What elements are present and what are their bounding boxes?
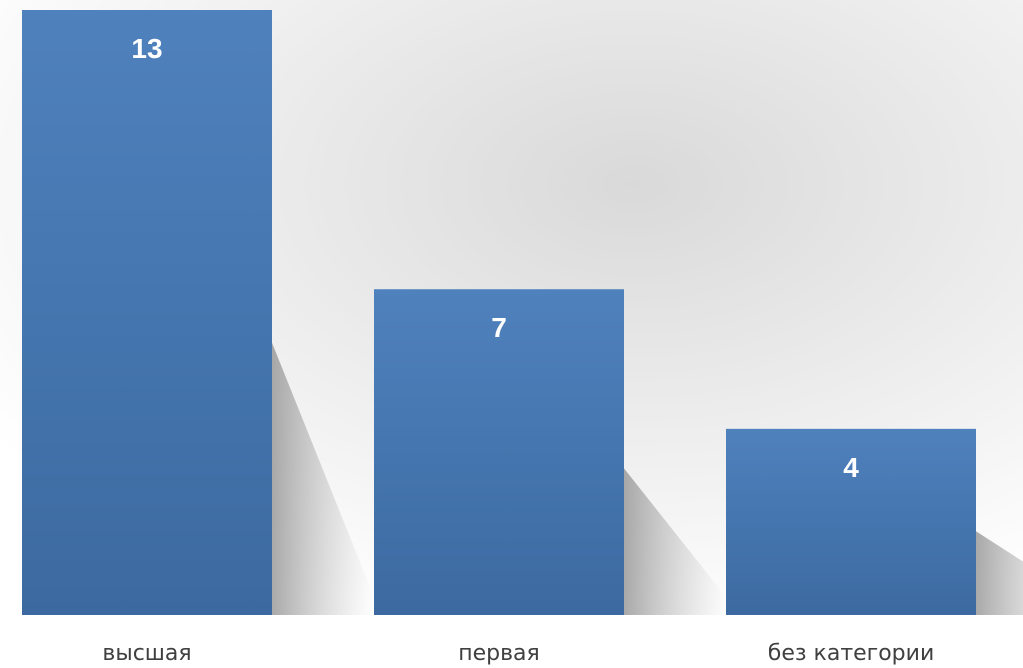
value-labels: 13 7 4 [131,33,859,483]
value-label: 13 [131,33,162,64]
bar-shadow [272,342,374,615]
bar-2 [726,428,976,615]
bar-0 [22,10,272,615]
value-label: 7 [491,312,507,343]
category-label: без категории [768,641,935,666]
bar-shadow [976,531,1023,615]
bar-shadows [272,342,1023,615]
category-labels: высшая первая без категории [102,641,934,666]
category-label: первая [458,641,540,666]
bars [22,10,976,615]
bar-shadow [624,468,726,615]
value-label: 4 [843,452,859,483]
category-label: высшая [102,641,191,666]
bar-1 [374,289,624,615]
